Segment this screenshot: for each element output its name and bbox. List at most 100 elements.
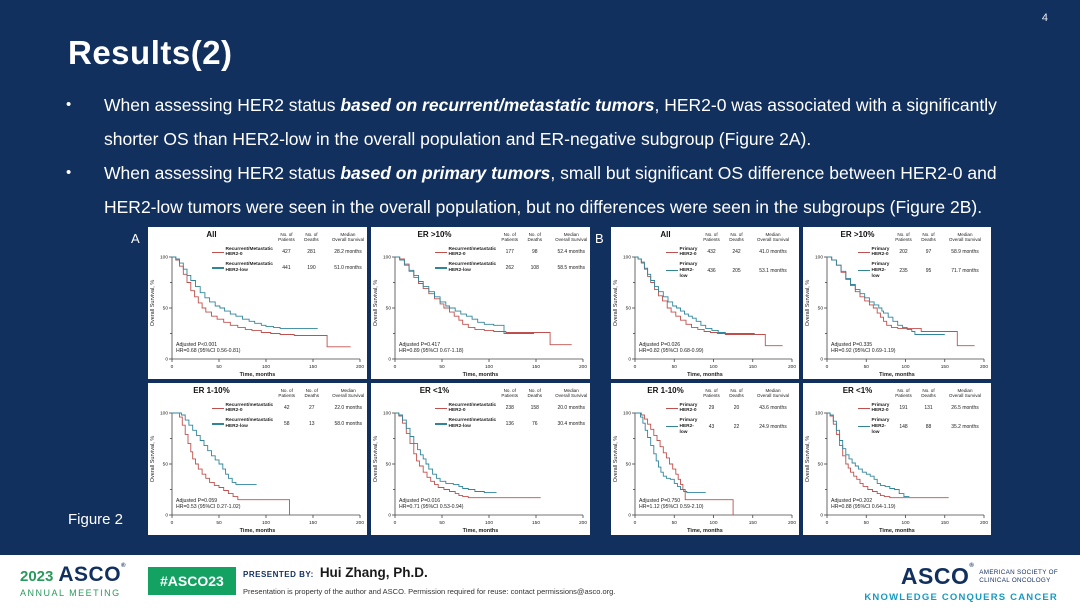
logo-subtitle: ANNUAL MEETING bbox=[20, 588, 121, 598]
figure-panel-b-label: B bbox=[595, 231, 604, 246]
stats-line: HR=0.68 (95%CI 0.56-0.81) bbox=[176, 348, 241, 355]
legend-line-swatch bbox=[857, 251, 870, 254]
stats-line: Adjusted P=0.335 bbox=[831, 341, 873, 348]
svg-text:0: 0 bbox=[628, 513, 631, 519]
svg-text:100: 100 bbox=[815, 255, 823, 261]
km-curve bbox=[172, 412, 290, 515]
svg-text:100: 100 bbox=[485, 364, 493, 370]
table-value: 27 bbox=[308, 405, 315, 412]
bullet-text: When assessing HER2 status based on prim… bbox=[104, 156, 1018, 224]
legend-line-swatch bbox=[665, 269, 678, 272]
series-name: Recurrent/Metastatic HER2-low bbox=[225, 262, 273, 273]
table-value: 29 bbox=[708, 405, 715, 412]
km-chart-b-er-gt10: ER >10% No. of Patients No. of Deaths Media… bbox=[803, 227, 991, 379]
table-value: 262 bbox=[505, 264, 514, 271]
chart-title: ER <1% bbox=[842, 386, 873, 395]
legend-line-swatch bbox=[434, 267, 447, 269]
svg-text:100: 100 bbox=[815, 411, 823, 417]
svg-text:100: 100 bbox=[383, 411, 391, 417]
table-header: Median Overall Survival bbox=[948, 232, 982, 243]
series-legend: Recurrent/metastatic HER2-low bbox=[434, 262, 496, 274]
stats-line: Adjusted P=0.026 bbox=[639, 341, 681, 348]
svg-text:0: 0 bbox=[388, 357, 391, 363]
km-chart-b-er-1-10: ER 1-10% No. of Patients No. of Deaths Medi… bbox=[611, 383, 799, 535]
table-value: 238 bbox=[505, 405, 514, 412]
svg-text:50: 50 bbox=[216, 520, 222, 526]
svg-text:50: 50 bbox=[216, 364, 222, 370]
logo-asco-wordmark: ASCO® bbox=[58, 563, 126, 586]
svg-text:200: 200 bbox=[579, 364, 587, 370]
series-legend: Recurrent/metastatic HER2-0 bbox=[434, 402, 497, 415]
chart-title: All bbox=[206, 230, 217, 239]
table-header: No. of Deaths bbox=[304, 232, 319, 243]
stats-annotation: Adjusted P<0.001 HR=0.68 (95%CI 0.56-0.81… bbox=[176, 342, 240, 356]
chart-title: ER >10% bbox=[840, 230, 875, 239]
series-name: Recurrent/Metastatic HER2-0 bbox=[225, 246, 273, 258]
km-plot: 0 50 100 0 50 100 150 200 bbox=[160, 255, 364, 370]
stats-annotation: Adjusted P=0.202 HR=0.88 (95%CI 0.64-1.19… bbox=[831, 498, 895, 512]
svg-text:50: 50 bbox=[386, 462, 392, 468]
table-header: No. of Patients bbox=[278, 388, 296, 399]
stats-annotation: Adjusted P=0.016 HR=0.71 (95%CI 0.53-0.94… bbox=[399, 498, 463, 512]
bullet-marker: • bbox=[66, 96, 72, 113]
table-value: 22.0 months bbox=[334, 405, 362, 412]
legend-line-swatch bbox=[665, 251, 678, 254]
stats-line: HR=0.82 (95%CI 0.68-0.99) bbox=[639, 348, 704, 355]
km-chart-a-er-1-10: ER 1-10% No. of Patients No. of Deaths Medi… bbox=[148, 383, 367, 535]
table-value: 97 bbox=[925, 249, 932, 256]
figure-caption: Figure 2 bbox=[68, 511, 124, 528]
bullet-text: When assessing HER2 status based on recu… bbox=[104, 88, 1018, 156]
y-axis-label: Overall Survival, % bbox=[613, 435, 619, 483]
svg-text:0: 0 bbox=[820, 513, 823, 519]
table-header: No. of Patients bbox=[895, 388, 912, 399]
legend-line-swatch bbox=[857, 269, 870, 272]
table-header: No. of Deaths bbox=[729, 232, 744, 243]
page-title: Results(2) bbox=[68, 34, 233, 71]
x-axis-label: Time, months bbox=[462, 372, 499, 378]
svg-text:50: 50 bbox=[864, 364, 870, 370]
series-name: Recurrent/metastatic HER2-0 bbox=[448, 246, 497, 258]
logo-year: 2023 bbox=[20, 568, 54, 585]
svg-text:100: 100 bbox=[160, 411, 168, 417]
svg-text:150: 150 bbox=[532, 520, 540, 526]
table-value: 26.5 months bbox=[951, 405, 979, 412]
stats-line: HR=1.12 (95%CI 0.59-2.10) bbox=[639, 504, 704, 511]
km-plot: 0 50 100 0 50 100 150 200 bbox=[383, 255, 587, 370]
table-header: No. of Patients bbox=[501, 232, 519, 243]
chart-legend-table: No. of Patients No. of Deaths Median Overa… bbox=[211, 232, 364, 274]
stats-line: Adjusted P=0.202 bbox=[831, 497, 873, 504]
svg-text:150: 150 bbox=[309, 520, 317, 526]
emphasis-text: based on primary tumors bbox=[340, 163, 551, 183]
series-legend: Primary HER2-low bbox=[665, 418, 698, 435]
svg-text:100: 100 bbox=[709, 520, 717, 526]
svg-text:0: 0 bbox=[634, 520, 637, 526]
stats-line: Adjusted P=0.059 bbox=[176, 497, 218, 504]
series-name: Recurrent/metastatic HER2-0 bbox=[448, 402, 497, 414]
y-axis-label: Overall Survival, % bbox=[805, 279, 811, 327]
chart-legend-table: No. of Patients No. of Deaths Median Overa… bbox=[857, 388, 988, 435]
disclaimer-text: Presentation is property of the author a… bbox=[243, 587, 616, 596]
legend-line-swatch bbox=[211, 423, 224, 425]
presented-by-label: PRESENTED BY: bbox=[243, 570, 314, 579]
table-header: No. of Patients bbox=[501, 388, 519, 399]
svg-text:100: 100 bbox=[262, 520, 270, 526]
plain-text: When assessing HER2 status bbox=[104, 95, 341, 115]
figure-panel-a: All No. of Patients No. of Deaths Median Ov… bbox=[148, 227, 590, 535]
svg-text:0: 0 bbox=[628, 357, 631, 363]
stats-annotation: Adjusted P=0.750 HR=1.12 (95%CI 0.59-2.10… bbox=[639, 498, 703, 512]
table-value: 28.2 months bbox=[334, 249, 362, 256]
bullet-item: • When assessing HER2 status based on pr… bbox=[66, 156, 1018, 224]
km-curve bbox=[635, 412, 734, 515]
x-axis-label: Time, months bbox=[879, 372, 915, 378]
table-header: Median Overall Survival bbox=[555, 388, 588, 399]
km-plot: 0 50 100 0 50 100 150 200 bbox=[815, 411, 988, 526]
svg-text:150: 150 bbox=[532, 364, 540, 370]
table-header: No. of Deaths bbox=[527, 388, 543, 399]
svg-text:100: 100 bbox=[901, 520, 909, 526]
presented-by-block: PRESENTED BY: Hui Zhang, Ph.D. Presentat… bbox=[243, 565, 615, 596]
svg-text:0: 0 bbox=[394, 364, 397, 370]
presenter-name: Hui Zhang, Ph.D. bbox=[319, 565, 428, 580]
svg-text:50: 50 bbox=[672, 520, 678, 526]
km-chart-a-all: All No. of Patients No. of Deaths Median Ov… bbox=[148, 227, 367, 379]
y-axis-label: Overall Survival, % bbox=[373, 435, 379, 483]
